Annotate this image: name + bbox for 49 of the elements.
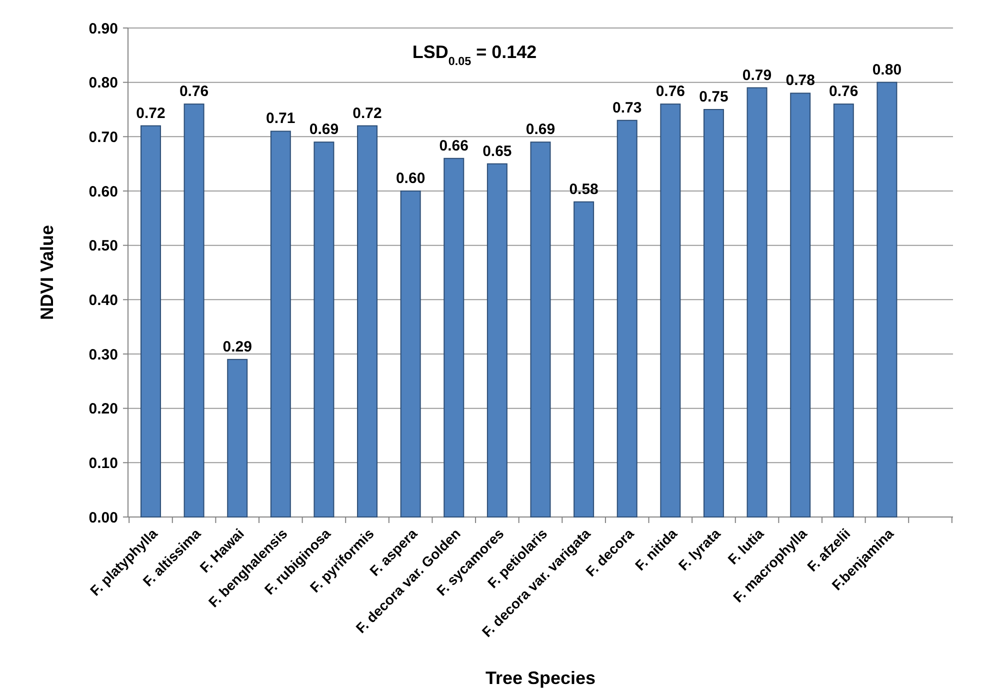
data-label: 0.80 [872, 61, 902, 78]
data-label: 0.66 [439, 137, 468, 154]
y-tick-label: 0.50 [88, 238, 118, 255]
bar [660, 104, 681, 518]
bar [746, 87, 768, 518]
annotation: LSD$_{0.05}$ = 0.142 [412, 42, 537, 68]
data-label: 0.76 [179, 83, 209, 100]
data-label: 0.76 [656, 83, 686, 100]
bar [703, 109, 724, 518]
data-label: 0.75 [699, 88, 728, 106]
data-label: 0.73 [612, 99, 642, 116]
y-tick-label: 0.10 [88, 454, 118, 472]
data-label: 0.69 [526, 121, 556, 138]
bar [833, 104, 854, 518]
y-tick-label: 0.60 [88, 183, 118, 200]
bar [486, 163, 508, 518]
y-tick-label: 0.70 [88, 128, 118, 146]
bar [314, 142, 334, 518]
bar [790, 92, 811, 518]
bar [876, 82, 898, 518]
data-label: 0.29 [222, 338, 252, 356]
bar [400, 190, 421, 518]
bar [616, 120, 638, 518]
y-axis-title: NDVI Value [37, 224, 57, 320]
y-tick-label: 0.80 [88, 74, 118, 92]
bar [140, 125, 161, 518]
x-axis-title: Tree Species [485, 668, 596, 688]
data-label: 0.69 [309, 121, 339, 138]
data-label: 0.71 [266, 110, 296, 128]
bar [357, 125, 378, 518]
bar [227, 358, 248, 518]
bar [574, 201, 594, 518]
data-label: 0.60 [396, 170, 426, 187]
y-tick-label: 0.30 [88, 346, 118, 364]
data-label: 0.72 [352, 104, 382, 122]
bar [270, 130, 291, 518]
data-label: 0.76 [829, 83, 858, 100]
data-label: 0.72 [136, 104, 166, 122]
data-label: 0.58 [569, 180, 598, 198]
bar [444, 158, 464, 518]
bar [184, 104, 204, 518]
bar [530, 142, 551, 518]
y-tick-label: 0.90 [88, 20, 118, 38]
data-label: 0.79 [742, 66, 772, 84]
y-tick-label: 0.40 [88, 292, 118, 309]
data-label: 0.65 [482, 142, 512, 160]
y-tick-label: 0.20 [88, 400, 118, 418]
data-label: 0.78 [786, 72, 815, 90]
y-tick-label: 0.00 [88, 509, 118, 526]
